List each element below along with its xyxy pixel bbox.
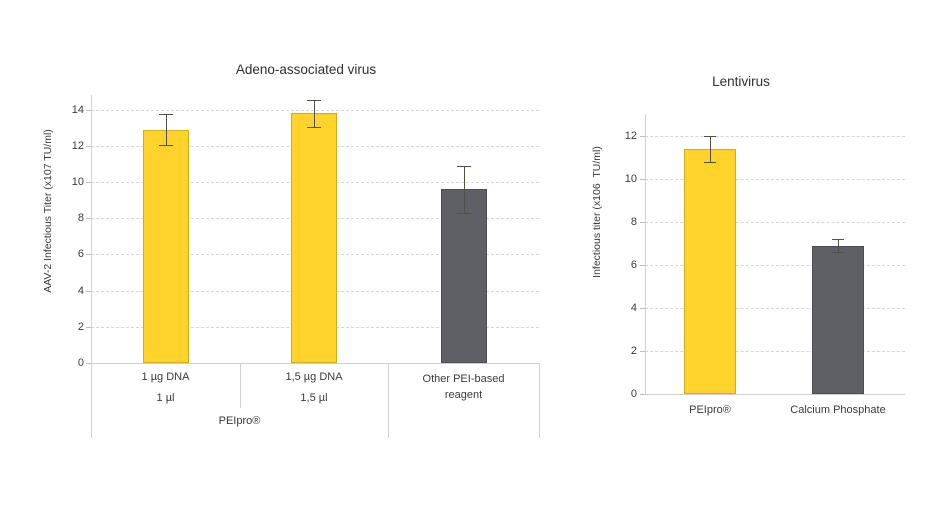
y-tick-label: 8 xyxy=(630,216,637,228)
error-bar-cap-top xyxy=(307,99,321,101)
bar-2 xyxy=(812,245,864,394)
y-axis-tick xyxy=(86,254,91,256)
x-axis-line xyxy=(645,394,905,395)
category-group-label: PEIpro® xyxy=(218,415,261,427)
error-bar-cap-bottom xyxy=(704,161,716,163)
y-tick-label: 14 xyxy=(71,103,84,116)
gridline xyxy=(645,222,905,223)
y-axis-tick xyxy=(640,222,645,223)
gridline xyxy=(645,265,905,266)
category-label: 1,5 µg DNA xyxy=(285,371,343,383)
chart-title-lentivirus: Lentivirus xyxy=(712,74,770,89)
error-bar-line xyxy=(838,239,839,253)
y-tick-label: 4 xyxy=(77,284,84,297)
gridline xyxy=(645,179,905,180)
y-axis-tick xyxy=(640,308,645,309)
y-tick-label: 12 xyxy=(71,139,84,152)
error-bar-cap-top xyxy=(832,239,844,241)
y-axis-line xyxy=(645,114,646,394)
error-bar-cap-bottom xyxy=(158,144,173,146)
category-label: PEIpro® xyxy=(689,404,731,416)
category-divider xyxy=(388,363,389,438)
y-tick-label: 6 xyxy=(77,248,84,261)
category-label: 1 µg DNA xyxy=(141,371,190,383)
error-bar-cap-top xyxy=(704,136,716,137)
category-label: reagent xyxy=(444,389,483,401)
y-tick-label: 10 xyxy=(624,173,637,185)
bar-3 xyxy=(440,189,487,363)
y-axis-tick xyxy=(86,218,91,220)
y-axis-tick xyxy=(640,179,645,180)
y-axis-tick xyxy=(640,136,645,137)
y-axis-tick xyxy=(640,351,645,352)
y-tick-label: 4 xyxy=(630,302,637,314)
y-axis-tick xyxy=(640,265,645,266)
error-bar-line xyxy=(463,165,465,213)
bar-1 xyxy=(684,148,736,394)
y-axis-tick xyxy=(86,290,91,292)
error-bar-line xyxy=(165,114,167,145)
error-bar-line xyxy=(710,136,711,162)
y-axis-label-lentivirus: Infectious titer (x106 TU/ml) xyxy=(591,146,603,278)
y-axis-line xyxy=(91,95,92,363)
y-axis-tick xyxy=(86,326,91,328)
bar-2 xyxy=(291,113,337,363)
y-axis-tick xyxy=(86,109,91,111)
chart-title-aav: Adeno-associated virus xyxy=(235,62,377,77)
y-tick-label: 12 xyxy=(624,130,637,142)
category-divider xyxy=(240,363,241,408)
y-axis-tick xyxy=(86,182,91,183)
y-tick-label: 8 xyxy=(77,212,84,225)
error-bar-line xyxy=(314,99,315,127)
y-tick-label: 2 xyxy=(77,320,84,333)
error-bar-cap-bottom xyxy=(456,212,471,214)
error-bar-cap-bottom xyxy=(307,126,321,128)
gridline xyxy=(645,351,905,352)
bar-1 xyxy=(142,129,189,363)
gridline xyxy=(91,109,539,111)
y-axis-tick xyxy=(640,394,645,395)
y-tick-label: 0 xyxy=(77,357,84,369)
category-divider xyxy=(91,363,92,438)
y-tick-label: 2 xyxy=(630,345,637,357)
category-divider xyxy=(539,363,540,438)
x-axis-line xyxy=(91,363,539,364)
y-tick-label: 6 xyxy=(630,259,637,271)
category-label: Calcium Phosphate xyxy=(790,404,886,416)
error-bar-cap-bottom xyxy=(832,252,844,254)
category-label: 1,5 µl xyxy=(300,392,328,404)
error-bar-cap-top xyxy=(456,165,471,167)
category-label: 1 µl xyxy=(156,392,175,404)
category-label: Other PEI-based xyxy=(422,373,505,385)
y-tick-label: 0 xyxy=(630,388,637,400)
y-axis-tick xyxy=(86,363,91,364)
y-tick-label: 10 xyxy=(71,176,84,188)
y-axis-tick xyxy=(86,145,91,147)
gridline xyxy=(645,136,905,137)
error-bar-cap-top xyxy=(158,114,173,116)
gridline xyxy=(645,308,905,309)
